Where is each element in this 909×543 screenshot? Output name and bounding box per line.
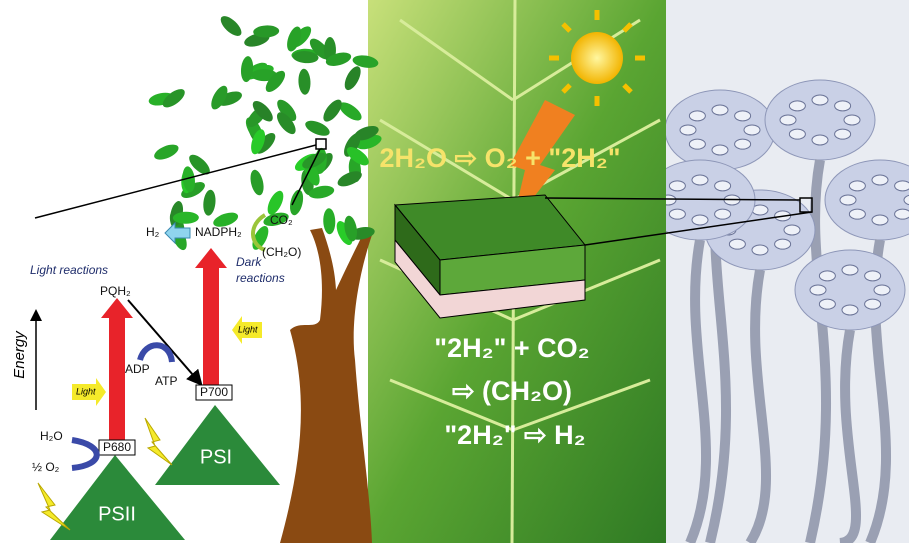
pore	[669, 209, 685, 219]
pore	[780, 115, 796, 125]
leaf	[217, 13, 244, 40]
label: P680	[103, 440, 131, 454]
leaf	[248, 169, 266, 197]
pore	[775, 239, 791, 249]
label: reactions	[236, 271, 285, 285]
pore	[669, 181, 685, 191]
pore	[689, 111, 705, 121]
pore	[844, 115, 860, 125]
pore	[810, 285, 826, 295]
axis-label: Energy	[11, 330, 28, 379]
pore	[689, 139, 705, 149]
pore	[835, 129, 851, 139]
pore	[692, 215, 708, 225]
pore	[872, 175, 888, 185]
pore	[692, 175, 708, 185]
psii-triangle	[50, 455, 185, 540]
label: Light	[76, 386, 96, 396]
label: (CH₂O)	[262, 245, 301, 259]
pore	[812, 135, 828, 145]
pore	[812, 95, 828, 105]
pore	[784, 225, 800, 235]
pore	[849, 209, 865, 219]
pore	[895, 181, 909, 191]
label: ADP	[125, 362, 150, 376]
pore	[840, 195, 856, 205]
pore	[712, 145, 728, 155]
label: P700	[200, 385, 228, 399]
pore	[842, 265, 858, 275]
pore	[735, 111, 751, 121]
pore	[842, 305, 858, 315]
pore	[865, 299, 881, 309]
label: H₂O	[40, 429, 63, 443]
equation: ⇨ (CH₂O)	[452, 376, 572, 406]
label: ½ O₂	[32, 460, 60, 474]
pore	[819, 271, 835, 281]
water-arrow	[72, 440, 97, 468]
label: ATP	[155, 374, 177, 388]
leaf	[341, 64, 363, 93]
atp-arrow	[140, 345, 172, 362]
label: PSI	[200, 446, 232, 468]
leaf	[298, 68, 311, 95]
equation: "2H₂" ⇨ H₂	[444, 420, 585, 450]
equation: 2H₂O ⇨ O₂ + "2H₂"	[379, 143, 620, 173]
leaf	[202, 189, 217, 216]
red-arrow	[195, 248, 227, 390]
pore	[712, 105, 728, 115]
equation: "2H₂" + CO₂	[434, 333, 589, 363]
pore	[715, 181, 731, 191]
pore	[729, 239, 745, 249]
pore	[895, 209, 909, 219]
label: PQH₂	[100, 284, 131, 298]
pore	[715, 209, 731, 219]
pore	[735, 139, 751, 149]
label: H₂	[146, 225, 160, 239]
pore	[744, 125, 760, 135]
pore	[789, 101, 805, 111]
pore	[680, 125, 696, 135]
label: Light reactions	[30, 263, 108, 277]
pore	[865, 271, 881, 281]
illustration: 2H₂O ⇨ O₂ + "2H₂" "2H₂" + CO₂ ⇨ (CH₂O) "…	[0, 0, 909, 543]
pore	[849, 181, 865, 191]
leaf	[152, 141, 181, 162]
tree-trunk	[280, 228, 372, 543]
psi-triangle	[155, 405, 280, 485]
pore	[874, 285, 890, 295]
pore	[835, 101, 851, 111]
lightning	[145, 418, 172, 465]
pore	[752, 245, 768, 255]
label: NADPH₂	[195, 225, 242, 239]
label: Light	[238, 324, 258, 334]
pore	[872, 215, 888, 225]
label: PSII	[98, 503, 136, 525]
label: Dark	[236, 255, 262, 269]
pore	[819, 299, 835, 309]
label: CO₂	[270, 213, 293, 227]
leaf	[323, 208, 336, 234]
pore	[789, 129, 805, 139]
